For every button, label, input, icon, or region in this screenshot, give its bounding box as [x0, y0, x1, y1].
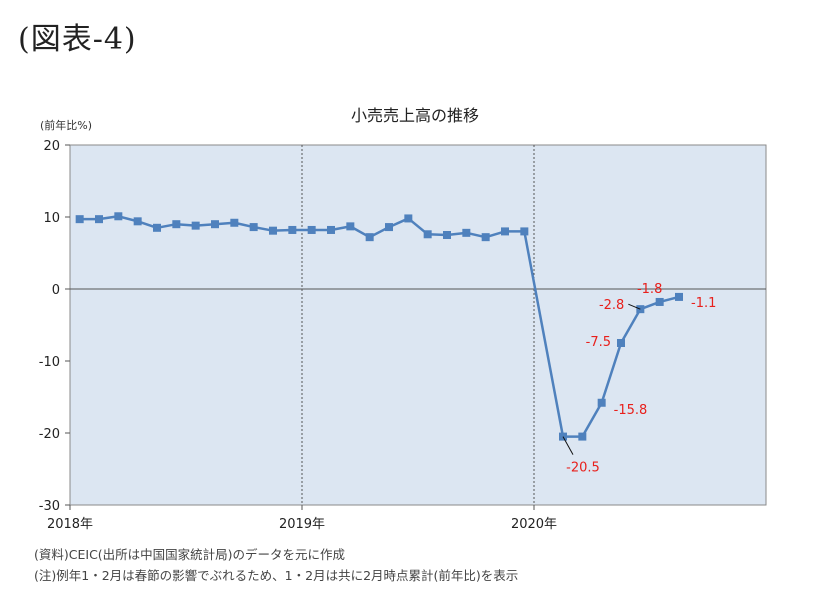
data-point: [655, 297, 664, 306]
data-point: [95, 215, 103, 224]
figure-label: (図表-4): [18, 22, 137, 57]
data-point: [327, 225, 335, 234]
data-point: [520, 227, 529, 236]
data-point: [385, 223, 393, 232]
data-point: [443, 231, 451, 239]
y-tick-label: -30: [39, 499, 60, 514]
data-label: -20.5: [566, 461, 600, 476]
data-point: [423, 230, 432, 239]
axes-layer: -30 -20 -10 0 10 20 2018年 2019年 2020年: [39, 139, 766, 532]
data-point: [133, 217, 142, 226]
data-point: [501, 227, 509, 236]
x-tick-label: 2018年: [47, 517, 93, 532]
data-point: [597, 398, 606, 407]
data-point: [462, 228, 471, 237]
data-point: [365, 233, 374, 242]
plot-area: [69, 144, 767, 506]
data-label: -2.8: [599, 298, 624, 313]
data-point: [75, 215, 84, 224]
data-label: -1.8: [637, 282, 662, 297]
data-point: [191, 221, 200, 230]
data-point: [675, 292, 683, 301]
data-point: [617, 339, 625, 347]
data-point: [288, 225, 297, 234]
data-labels-layer: -20.5 -15.8 -7.5 -2.8 -1.8 -1.1: [562, 282, 716, 476]
data-label: -7.5: [586, 335, 611, 350]
footnote: (注)例年1・2月は春節の影響でぶれるため、1・2月は共に2月時点累計(前年比)…: [34, 568, 519, 583]
y-tick-label: 10: [43, 211, 60, 226]
x-tick-label: 2019年: [279, 517, 325, 532]
x-tick-label: 2020年: [511, 517, 557, 532]
data-point: [230, 218, 239, 227]
data-point: [172, 220, 181, 229]
data-point: [404, 214, 413, 223]
y-tick-label: 20: [43, 139, 60, 154]
data-point: [114, 212, 123, 221]
source-note: (資料)CEIC(出所は中国国家統計局)のデータを元に作成: [34, 547, 346, 562]
y-axis-label: (前年比%): [40, 118, 92, 132]
data-point: [578, 432, 587, 441]
data-point: [481, 233, 490, 242]
retail-sales-chart: 小売売上高の推移 (前年比%) -30 -20 -10 0 10 20 2018年 2019年…: [39, 106, 767, 532]
label-leader: [628, 303, 641, 310]
data-point: [307, 225, 316, 234]
label-leader: [562, 436, 574, 455]
y-tick-label: 0: [52, 283, 60, 298]
data-label: -15.8: [614, 403, 648, 418]
data-point: [346, 222, 355, 231]
data-point: [269, 226, 277, 235]
y-tick-label: -20: [39, 427, 60, 442]
data-point: [211, 220, 219, 229]
y-tick-label: -10: [39, 355, 60, 370]
data-point: [249, 223, 258, 232]
chart-title: 小売売上高の推移: [351, 106, 479, 125]
data-point: [153, 223, 161, 232]
data-label: -1.1: [691, 296, 716, 311]
